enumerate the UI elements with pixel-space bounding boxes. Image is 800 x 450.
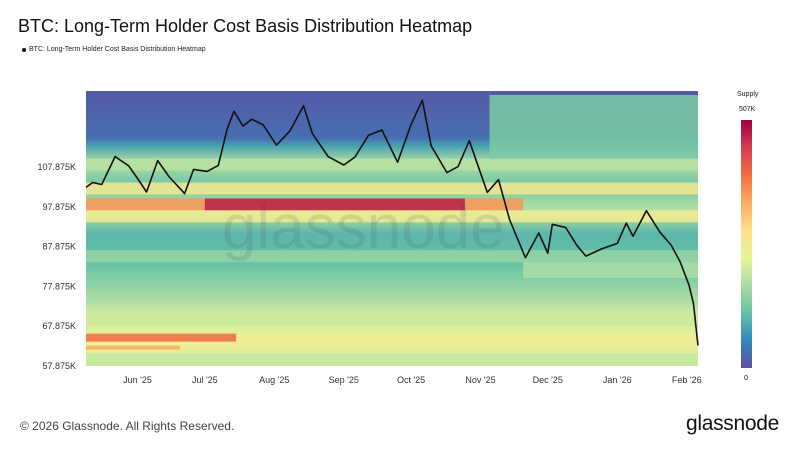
x-tick-label: Jun '25 (123, 375, 152, 385)
colorbar: Supply 507K 0 (737, 91, 759, 382)
x-tick-label: Dec '25 (533, 375, 563, 385)
heatmap-band (86, 158, 698, 171)
y-tick-label: 77.875K (42, 281, 76, 291)
legend[interactable]: BTC: Long-Term Holder Cost Basis Distrib… (22, 46, 206, 53)
x-tick-label: Aug '25 (259, 375, 289, 385)
x-tick-label: Sep '25 (329, 375, 359, 385)
plot-area (86, 91, 698, 366)
heatmap-band (86, 182, 698, 195)
heatmap-band (86, 353, 698, 366)
legend-label: BTC: Long-Term Holder Cost Basis Distrib… (29, 46, 206, 53)
heatmap-band (86, 333, 237, 342)
colorbar-title: Supply (737, 91, 759, 98)
colorbar-max-label: 507K (739, 106, 756, 113)
heatmap-band (86, 333, 698, 342)
watermark: glassnode (222, 193, 505, 262)
copyright-text: © 2026 Glassnode. All Rights Reserved. (20, 419, 235, 433)
x-tick-label: Feb '26 (672, 375, 702, 385)
price-layer (85, 99, 699, 346)
axes: Jun '25 Jul '25 Aug '25 Sep '25 Oct '25 Nov '… (37, 162, 701, 385)
heatmap-band (86, 309, 698, 326)
brand-logo: glassnode (685, 412, 779, 435)
heatmap-band (86, 210, 698, 223)
legend-dot-icon (22, 47, 26, 52)
y-tick-label: 87.875K (42, 242, 76, 252)
x-tick-label: Jul '25 (192, 375, 218, 385)
y-tick-label: 107.875K (37, 162, 76, 172)
y-tick-label: 67.875K (42, 321, 76, 331)
heatmap-band (204, 198, 465, 211)
x-tick-label: Nov '25 (465, 375, 495, 385)
price-line (85, 99, 699, 346)
y-tick-label: 57.875K (42, 361, 76, 371)
colorbar-min-label: 0 (744, 375, 748, 382)
y-tick-label: 97.875K (42, 202, 76, 212)
heatmap-band (86, 250, 698, 263)
heatmap-band (523, 262, 698, 278)
x-tick-label: Oct '25 (397, 375, 425, 385)
heatmap-band (489, 94, 698, 159)
x-tick-label: Jan '26 (603, 375, 632, 385)
heatmap-band (86, 345, 181, 350)
colorbar-scale (741, 120, 752, 368)
chart-title: BTC: Long-Term Holder Cost Basis Distrib… (18, 16, 473, 36)
